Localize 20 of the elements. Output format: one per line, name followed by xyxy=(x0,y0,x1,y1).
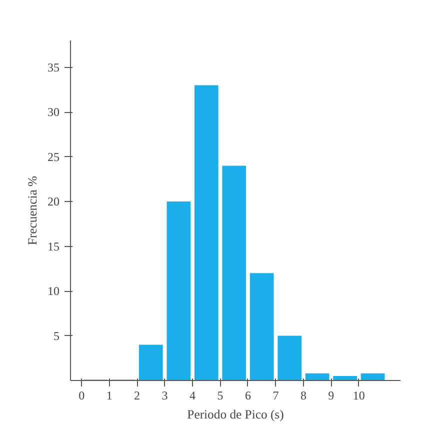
x-tick-label: 7 xyxy=(272,388,279,402)
y-tick-label: 10 xyxy=(48,284,60,298)
x-tick-label: 3 xyxy=(162,388,168,402)
x-tick-label: 9 xyxy=(328,388,334,402)
x-tick-label: 2 xyxy=(134,388,140,402)
x-tick-label: 5 xyxy=(217,388,224,402)
x-tick-label: 6 xyxy=(244,388,251,402)
x-tick-label: 8 xyxy=(300,388,306,402)
x-tick-label: 0 xyxy=(78,388,85,402)
y-tick-label: 35 xyxy=(48,60,60,74)
y-tick-label: 30 xyxy=(48,105,60,120)
x-tick-label: 4 xyxy=(190,388,196,402)
y-tick-label: 5 xyxy=(54,328,60,343)
x-tick-label: 1 xyxy=(106,388,112,402)
y-tick-label: 25 xyxy=(48,150,60,164)
x-tick-label: 10 xyxy=(352,388,365,402)
y-axis-title: Frecuencia % xyxy=(26,175,40,246)
x-axis-title: Periodo de Pico (s) xyxy=(187,408,284,422)
y-tick-label: 20 xyxy=(48,194,60,209)
y-tick-label: 15 xyxy=(48,239,60,254)
